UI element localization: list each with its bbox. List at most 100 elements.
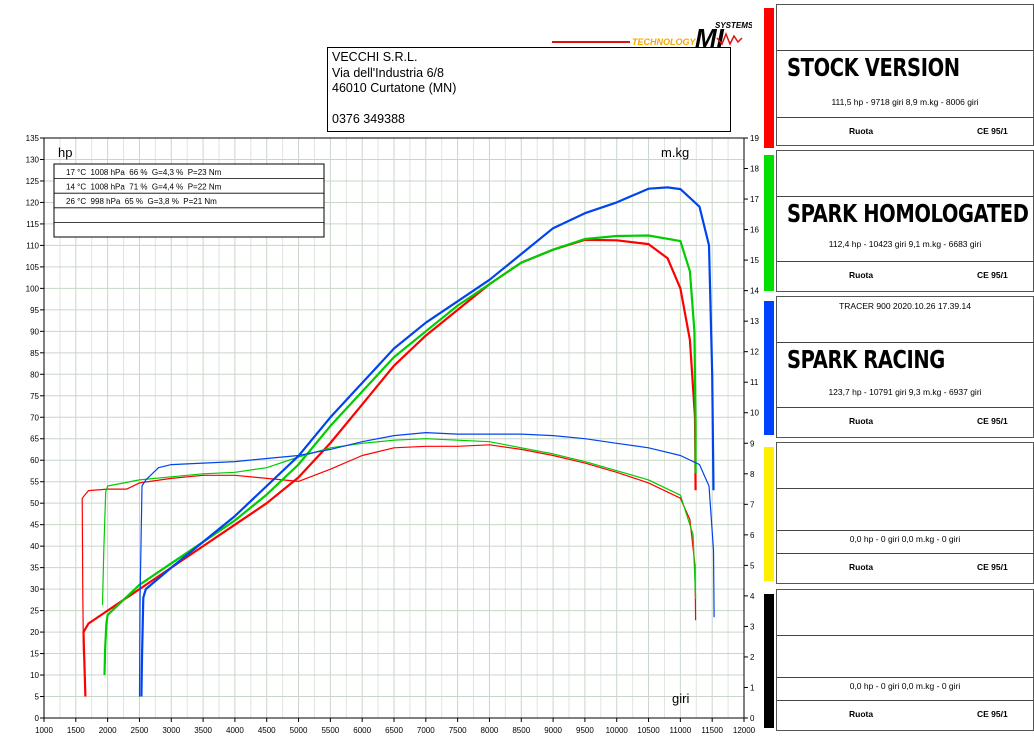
y-left-tick-label: 115	[26, 220, 39, 229]
panel-empty-black: 0,0 hp - 0 giri 0,0 m.kg - 0 giri Ruota …	[776, 589, 1034, 731]
y-left-tick-label: 105	[26, 263, 40, 272]
company-phone: 0376 349388	[332, 111, 405, 126]
y-left-tick-label: 20	[30, 628, 39, 637]
x-tick-label: 6500	[385, 726, 403, 735]
left-axis-label: hp	[58, 145, 72, 160]
torque-curve-3	[138, 432, 715, 697]
panel-spark-homologated: SPARK HOMOLOGATED 112,4 hp - 10423 giri …	[776, 150, 1034, 292]
y-left-tick-label: 135	[26, 134, 40, 143]
panel-name: SPARK HOMOLOGATED	[787, 199, 1029, 228]
y-left-tick-label: 110	[26, 241, 39, 250]
panel-values: 0,0 hp - 0 giri 0,0 m.kg - 0 giri	[849, 534, 961, 544]
y-left-tick-label: 130	[26, 155, 40, 164]
panel-foot-right: CE 95/1	[977, 416, 1008, 426]
chart-curves	[81, 186, 715, 697]
x-tick-label: 2500	[131, 726, 149, 735]
panel-values: 0,0 hp - 0 giri 0,0 m.kg - 0 giri	[849, 681, 961, 691]
y-left-tick-label: 95	[30, 306, 39, 315]
panel-info: TRACER 900 2020.10.26 17.39.14	[839, 301, 971, 311]
panel-foot-right: CE 95/1	[977, 126, 1008, 136]
y-right-tick-label: 0	[750, 714, 755, 723]
x-tick-label: 2000	[99, 726, 117, 735]
panel-foot-left: Ruota	[849, 416, 874, 426]
x-tick-label: 11500	[701, 726, 723, 735]
y-right-tick-label: 4	[750, 592, 755, 601]
x-tick-label: 3000	[162, 726, 180, 735]
y-right-tick-label: 19	[750, 134, 759, 143]
panel-name: STOCK VERSION	[787, 53, 960, 82]
power-curve-2	[103, 234, 697, 676]
y-left-tick-label: 0	[35, 714, 40, 723]
y-left-tick-label: 85	[30, 349, 39, 358]
y-right-tick-label: 13	[750, 317, 759, 326]
y-left-tick-label: 50	[30, 499, 39, 508]
panel-spark-racing: TRACER 900 2020.10.26 17.39.14 SPARK RAC…	[776, 296, 1034, 438]
x-axis-label: giri	[672, 691, 689, 706]
panel-empty-yellow: 0,0 hp - 0 giri 0,0 m.kg - 0 giri Ruota …	[776, 442, 1034, 584]
x-tick-label: 7500	[449, 726, 467, 735]
y-left-tick-label: 55	[30, 478, 39, 487]
x-tick-label: 1000	[35, 726, 53, 735]
power-curve-3	[140, 186, 715, 697]
y-left-tick-label: 125	[26, 177, 40, 186]
y-right-tick-label: 17	[750, 195, 759, 204]
panel-name: SPARK RACING	[787, 345, 945, 374]
y-left-tick-label: 40	[30, 542, 39, 551]
y-left-tick-label: 5	[35, 693, 40, 702]
x-tick-label: 8000	[481, 726, 499, 735]
panel-values: 112,4 hp - 10423 giri 9,1 m.kg - 6683 gi…	[828, 239, 982, 249]
x-tick-label: 7000	[417, 726, 435, 735]
color-bar-racing	[764, 301, 774, 435]
torque-curve-2	[101, 438, 697, 606]
torque-curve-1	[81, 444, 697, 654]
x-tick-label: 6000	[353, 726, 371, 735]
color-bar-stock	[764, 8, 774, 148]
x-tick-label: 5000	[290, 726, 308, 735]
y-right-tick-label: 14	[750, 287, 759, 296]
panel-foot-left: Ruota	[849, 709, 874, 719]
conditions-row-1: 17 °C 1008 hPa 66 % G=4,3 % P=23 Nm	[66, 168, 222, 177]
color-bar-yellow	[764, 447, 774, 581]
logo-tech-text: TECHNOLOGY	[632, 37, 696, 47]
address-box: VECCHI S.R.L. Via dell'Industria 6/8 460…	[327, 47, 731, 132]
x-tick-label: 9500	[576, 726, 594, 735]
x-tick-label: 9000	[544, 726, 562, 735]
conditions-frame	[53, 163, 325, 238]
x-tick-label: 10000	[606, 726, 629, 735]
conditions-row-3: 26 °C 998 hPa 65 % G=3,8 % P=21 Nm	[66, 197, 217, 206]
x-tick-label: 3500	[194, 726, 212, 735]
y-left-tick-label: 100	[26, 284, 40, 293]
panel-foot-left: Ruota	[849, 562, 874, 572]
panel-stock-version: STOCK VERSION 111,5 hp - 9718 giri 8,9 m…	[776, 4, 1034, 146]
y-left-tick-label: 25	[30, 607, 39, 616]
y-left-tick-label: 120	[26, 198, 40, 207]
y-right-tick-label: 7	[750, 500, 755, 509]
y-right-tick-label: 15	[750, 256, 759, 265]
y-right-tick-label: 18	[750, 165, 759, 174]
x-tick-label: 5500	[321, 726, 339, 735]
y-right-tick-label: 1	[750, 683, 755, 692]
panel-values: 111,5 hp - 9718 giri 8,9 m.kg - 8006 gir…	[831, 97, 979, 107]
y-right-tick-label: 11	[750, 378, 759, 387]
conditions-table: 17 °C 1008 hPa 66 % G=4,3 % P=23 Nm 14 °…	[53, 163, 325, 238]
y-right-tick-label: 3	[750, 622, 755, 631]
y-left-tick-label: 10	[30, 671, 39, 680]
dyno-chart: 1000 1500 2000 2500 3000 3500 4000 4500 5000 5500…	[26, 134, 760, 735]
company-name: VECCHI S.R.L.	[332, 50, 418, 64]
panel-footer: Ruota CE 95/1	[777, 555, 1033, 579]
y-right-tick-label: 8	[750, 470, 755, 479]
x-tick-label: 8500	[512, 726, 530, 735]
y-right-tick-label: 2	[750, 653, 755, 662]
x-tick-label: 10500	[637, 726, 660, 735]
logo-systems-text: SYSTEMS	[715, 21, 752, 30]
color-bar-black	[764, 594, 774, 728]
panel-foot-right: CE 95/1	[977, 562, 1008, 572]
company-city: 46010 Curtatone (MN)	[332, 81, 457, 95]
panel-foot-right: CE 95/1	[977, 270, 1008, 280]
y-left-tick-label: 30	[30, 585, 39, 594]
y-left-tick-label: 75	[30, 392, 39, 401]
panel-foot-right: CE 95/1	[977, 709, 1008, 719]
x-tick-label: 12000	[733, 726, 756, 735]
y-left-tick-label: 35	[30, 564, 39, 573]
y-right-tick-label: 5	[750, 561, 755, 570]
